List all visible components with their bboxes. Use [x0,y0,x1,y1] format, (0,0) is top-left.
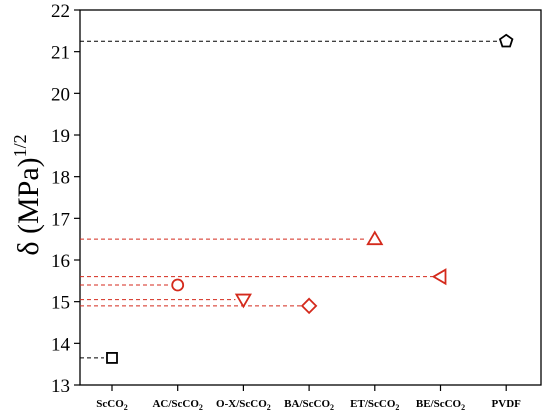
data-point-triangle-up [366,230,384,246]
data-point-diamond [300,297,318,315]
x-tick-label: O-X/ScCO2 [216,398,271,412]
x-tick-label: ET/ScCO2 [350,398,399,412]
data-point-triangle-left [431,268,447,286]
x-tick-label: PVDF [492,398,522,410]
y-tick-label: 13 [51,376,70,397]
x-tick-label: AC/ScCO2 [152,398,202,412]
y-tick-label: 19 [51,126,70,147]
data-point-circle [171,278,185,292]
x-tick-label: BE/ScCO2 [416,398,465,412]
y-tick-label: 18 [51,168,70,189]
x-tick-label: ScCO2 [96,398,128,412]
data-point-triangle-down [234,293,252,309]
y-tick-label: 17 [51,209,70,230]
y-tick-label: 15 [51,293,70,314]
y-axis-label: δ (MPa)1/2 [10,134,45,255]
x-tick-label: BA/ScCO2 [284,398,334,412]
y-tick-label: 16 [51,251,70,272]
y-tick-label: 22 [51,1,70,22]
y-axis-label-superscript: 1/2 [10,134,30,157]
y-tick-label: 21 [51,43,70,64]
y-tick-label: 20 [51,84,70,105]
data-point-pentagon [498,33,514,48]
plot-area: 13 14 15 16 17 18 19 20 21 22 ScCO2 AC/ScCO2 O-X/ScC… [51,1,542,412]
plot-frame [79,9,542,386]
y-axis-label-main: δ (MPa) [12,157,45,255]
data-point-square [106,352,118,364]
y-tick-label: 14 [51,334,71,355]
